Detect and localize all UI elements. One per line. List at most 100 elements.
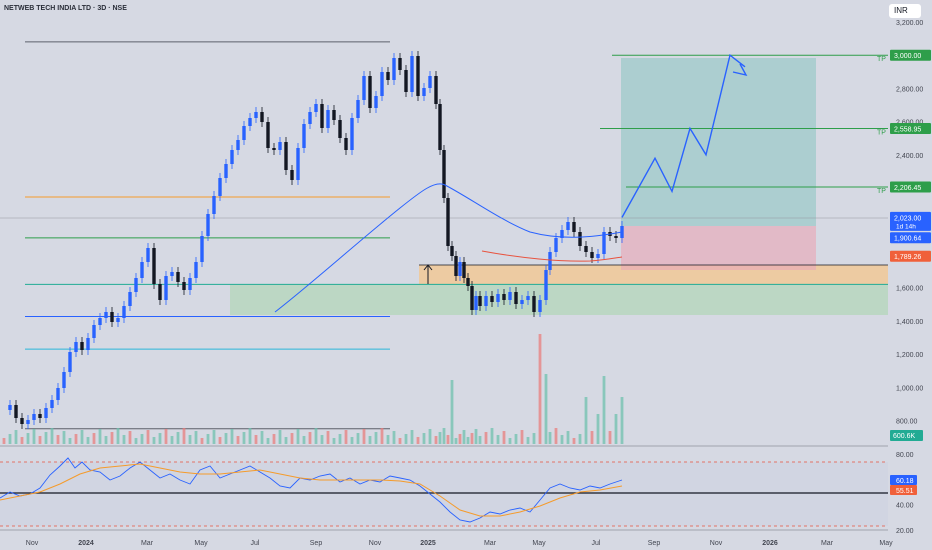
- volume-bar: [326, 431, 330, 444]
- candle-body: [458, 262, 462, 276]
- volume-badge: [890, 430, 923, 441]
- candle-body: [362, 76, 366, 100]
- candle-body: [86, 338, 90, 350]
- volume-bar: [296, 429, 300, 444]
- volume-bar: [502, 431, 506, 444]
- candle-body: [454, 256, 458, 276]
- target-zone: [621, 58, 816, 226]
- volume-bar: [50, 428, 54, 444]
- volume-bar: [98, 429, 102, 444]
- candle-body: [532, 296, 536, 312]
- price-tick: 3,200.00: [896, 20, 923, 27]
- time-tick: Jul: [592, 540, 601, 547]
- volume-bar: [260, 431, 264, 444]
- candle-body: [26, 420, 30, 424]
- volume-bar: [152, 437, 156, 444]
- candle-body: [158, 284, 162, 300]
- candle-body: [38, 414, 42, 418]
- moving-average-red: [481, 250, 623, 262]
- candle-body: [520, 300, 524, 304]
- volume-bar: [392, 431, 396, 444]
- candle-body: [474, 296, 478, 310]
- price-tick: 1,600.00: [896, 286, 923, 293]
- candle-body: [386, 72, 390, 80]
- candle-body: [8, 405, 12, 410]
- candle-body: [470, 286, 474, 310]
- volume-bar: [356, 433, 360, 444]
- target-badge: [890, 49, 931, 61]
- candle-body: [44, 408, 48, 418]
- candle-body: [422, 88, 426, 96]
- candle-body: [466, 278, 470, 286]
- volume-bars: [2, 334, 624, 444]
- candle-body: [200, 236, 204, 262]
- volume-bar: [450, 380, 454, 444]
- volume-badge-label: 600.6K: [893, 433, 916, 440]
- price-badge: [890, 250, 931, 262]
- price-tick: 1,400.00: [896, 319, 923, 326]
- target-badge-label: 3,000.00: [894, 53, 921, 60]
- currency-button[interactable]: INR: [889, 4, 921, 18]
- volume-bar: [514, 434, 518, 444]
- candle-body: [578, 232, 582, 246]
- target-badge-label: 2,558.95: [894, 126, 921, 133]
- rsi-ma-line: [0, 463, 623, 517]
- candle-body: [68, 352, 72, 372]
- volume-bar: [224, 433, 228, 444]
- time-tick: Mar: [141, 540, 154, 547]
- candle-body: [74, 342, 78, 352]
- candle-body: [554, 238, 558, 252]
- candle-body: [290, 170, 294, 180]
- time-tick: Mar: [484, 540, 497, 547]
- candle-body: [20, 418, 24, 424]
- volume-bar: [254, 435, 258, 444]
- volume-bar: [338, 434, 342, 444]
- candle-body: [392, 58, 396, 80]
- candle-body: [212, 196, 216, 214]
- rsi-ma-badge-label: 55.51: [896, 488, 914, 495]
- volume-bar: [302, 436, 306, 444]
- volume-bar: [176, 432, 180, 444]
- candle-body: [314, 104, 318, 112]
- candle-body: [490, 296, 494, 302]
- volume-bar: [200, 438, 204, 444]
- candle-body: [416, 56, 420, 96]
- stop-zone: [621, 226, 816, 270]
- volume-bar: [194, 431, 198, 444]
- volume-bar: [590, 431, 594, 444]
- volume-bar: [422, 433, 426, 444]
- demand-zone-green: [230, 284, 888, 315]
- candle-body: [110, 312, 114, 322]
- volume-bar: [466, 437, 470, 444]
- time-tick: May: [879, 540, 893, 547]
- rsi-tick: 40.00: [896, 503, 914, 510]
- candle-body: [116, 318, 120, 322]
- candle-body: [302, 124, 306, 148]
- time-tick: May: [532, 540, 546, 547]
- candle-body: [164, 276, 168, 300]
- candle-body: [128, 292, 132, 306]
- candle-body: [152, 248, 156, 284]
- candle-body: [260, 112, 264, 122]
- candle-body: [368, 76, 372, 108]
- price-tick: 2,400.00: [896, 153, 923, 160]
- candle-body: [284, 142, 288, 170]
- volume-bar: [416, 437, 420, 444]
- volume-bar: [128, 431, 132, 444]
- volume-bar: [614, 414, 618, 444]
- candle-body: [450, 246, 454, 256]
- candle-body: [428, 76, 432, 88]
- time-tick: Nov: [26, 540, 39, 547]
- volume-bar: [442, 428, 446, 444]
- volume-bar: [314, 428, 318, 444]
- volume-bar: [92, 433, 96, 444]
- candle-body: [134, 278, 138, 292]
- volume-bar: [26, 433, 30, 444]
- volume-bar: [332, 438, 336, 444]
- candle-body: [188, 278, 192, 290]
- candle-body: [398, 58, 402, 70]
- candle-body: [538, 300, 542, 312]
- candle-body: [404, 70, 408, 92]
- volume-bar: [532, 433, 536, 444]
